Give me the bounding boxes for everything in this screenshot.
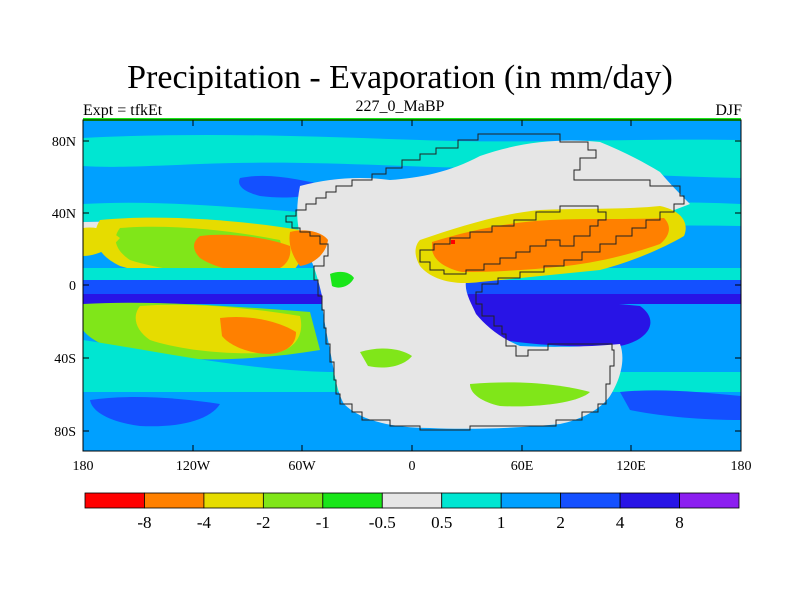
colorbar-label: -8 [137, 513, 151, 532]
season-label: DJF [715, 102, 742, 119]
lon-label: 60E [511, 459, 534, 474]
lon-label: 180 [73, 459, 94, 474]
colorbar-swatch [84, 492, 145, 509]
lat-label: 80S [54, 425, 76, 440]
lon-label: 60W [288, 459, 316, 474]
lat-label: 40S [54, 352, 76, 367]
colorbar-swatch [560, 492, 621, 509]
colorbar-label: 2 [556, 513, 565, 532]
colorbar-label: 4 [616, 513, 625, 532]
colorbar-swatch [500, 492, 562, 509]
tethys-outline [419, 205, 607, 275]
colorbar-swatch [262, 492, 324, 509]
colorbar-label: -4 [197, 513, 212, 532]
colorbar-label: 8 [675, 513, 684, 532]
lon-label: 120W [176, 459, 211, 474]
colorbar-swatch [203, 492, 264, 509]
precip-evap-field [83, 120, 741, 451]
colorbar-label: -1 [316, 513, 330, 532]
colorbar-label: 1 [497, 513, 506, 532]
lat-label: 40N [52, 207, 76, 222]
colorbar: -8 -4 -2 -1 -0.5 0.5 1 2 4 8 [84, 492, 740, 532]
colorbar-swatch [144, 492, 205, 509]
lon-label: 120E [616, 459, 646, 474]
colorbar-swatch [619, 492, 680, 509]
colorbar-swatch [679, 492, 740, 509]
colorbar-swatch [322, 492, 383, 509]
colorbar-swatch [441, 492, 502, 509]
colorbar-label: -0.5 [369, 513, 396, 532]
experiment-label: Expt = tfkEt [83, 102, 163, 119]
axis-ticks [82, 120, 742, 451]
lat-label: 80N [52, 135, 76, 150]
colorbar-swatch [381, 492, 443, 509]
map-subtitle: 227_0_MaBP [355, 98, 445, 115]
lon-label: 180 [731, 459, 752, 474]
lat-label: 0 [69, 279, 76, 294]
map-title: Precipitation - Evaporation (in mm/day) [127, 59, 673, 96]
coastline-outline [285, 133, 685, 431]
colorbar-label: 0.5 [431, 513, 452, 532]
colorbar-label: -2 [256, 513, 270, 532]
lon-label: 0 [409, 459, 416, 474]
